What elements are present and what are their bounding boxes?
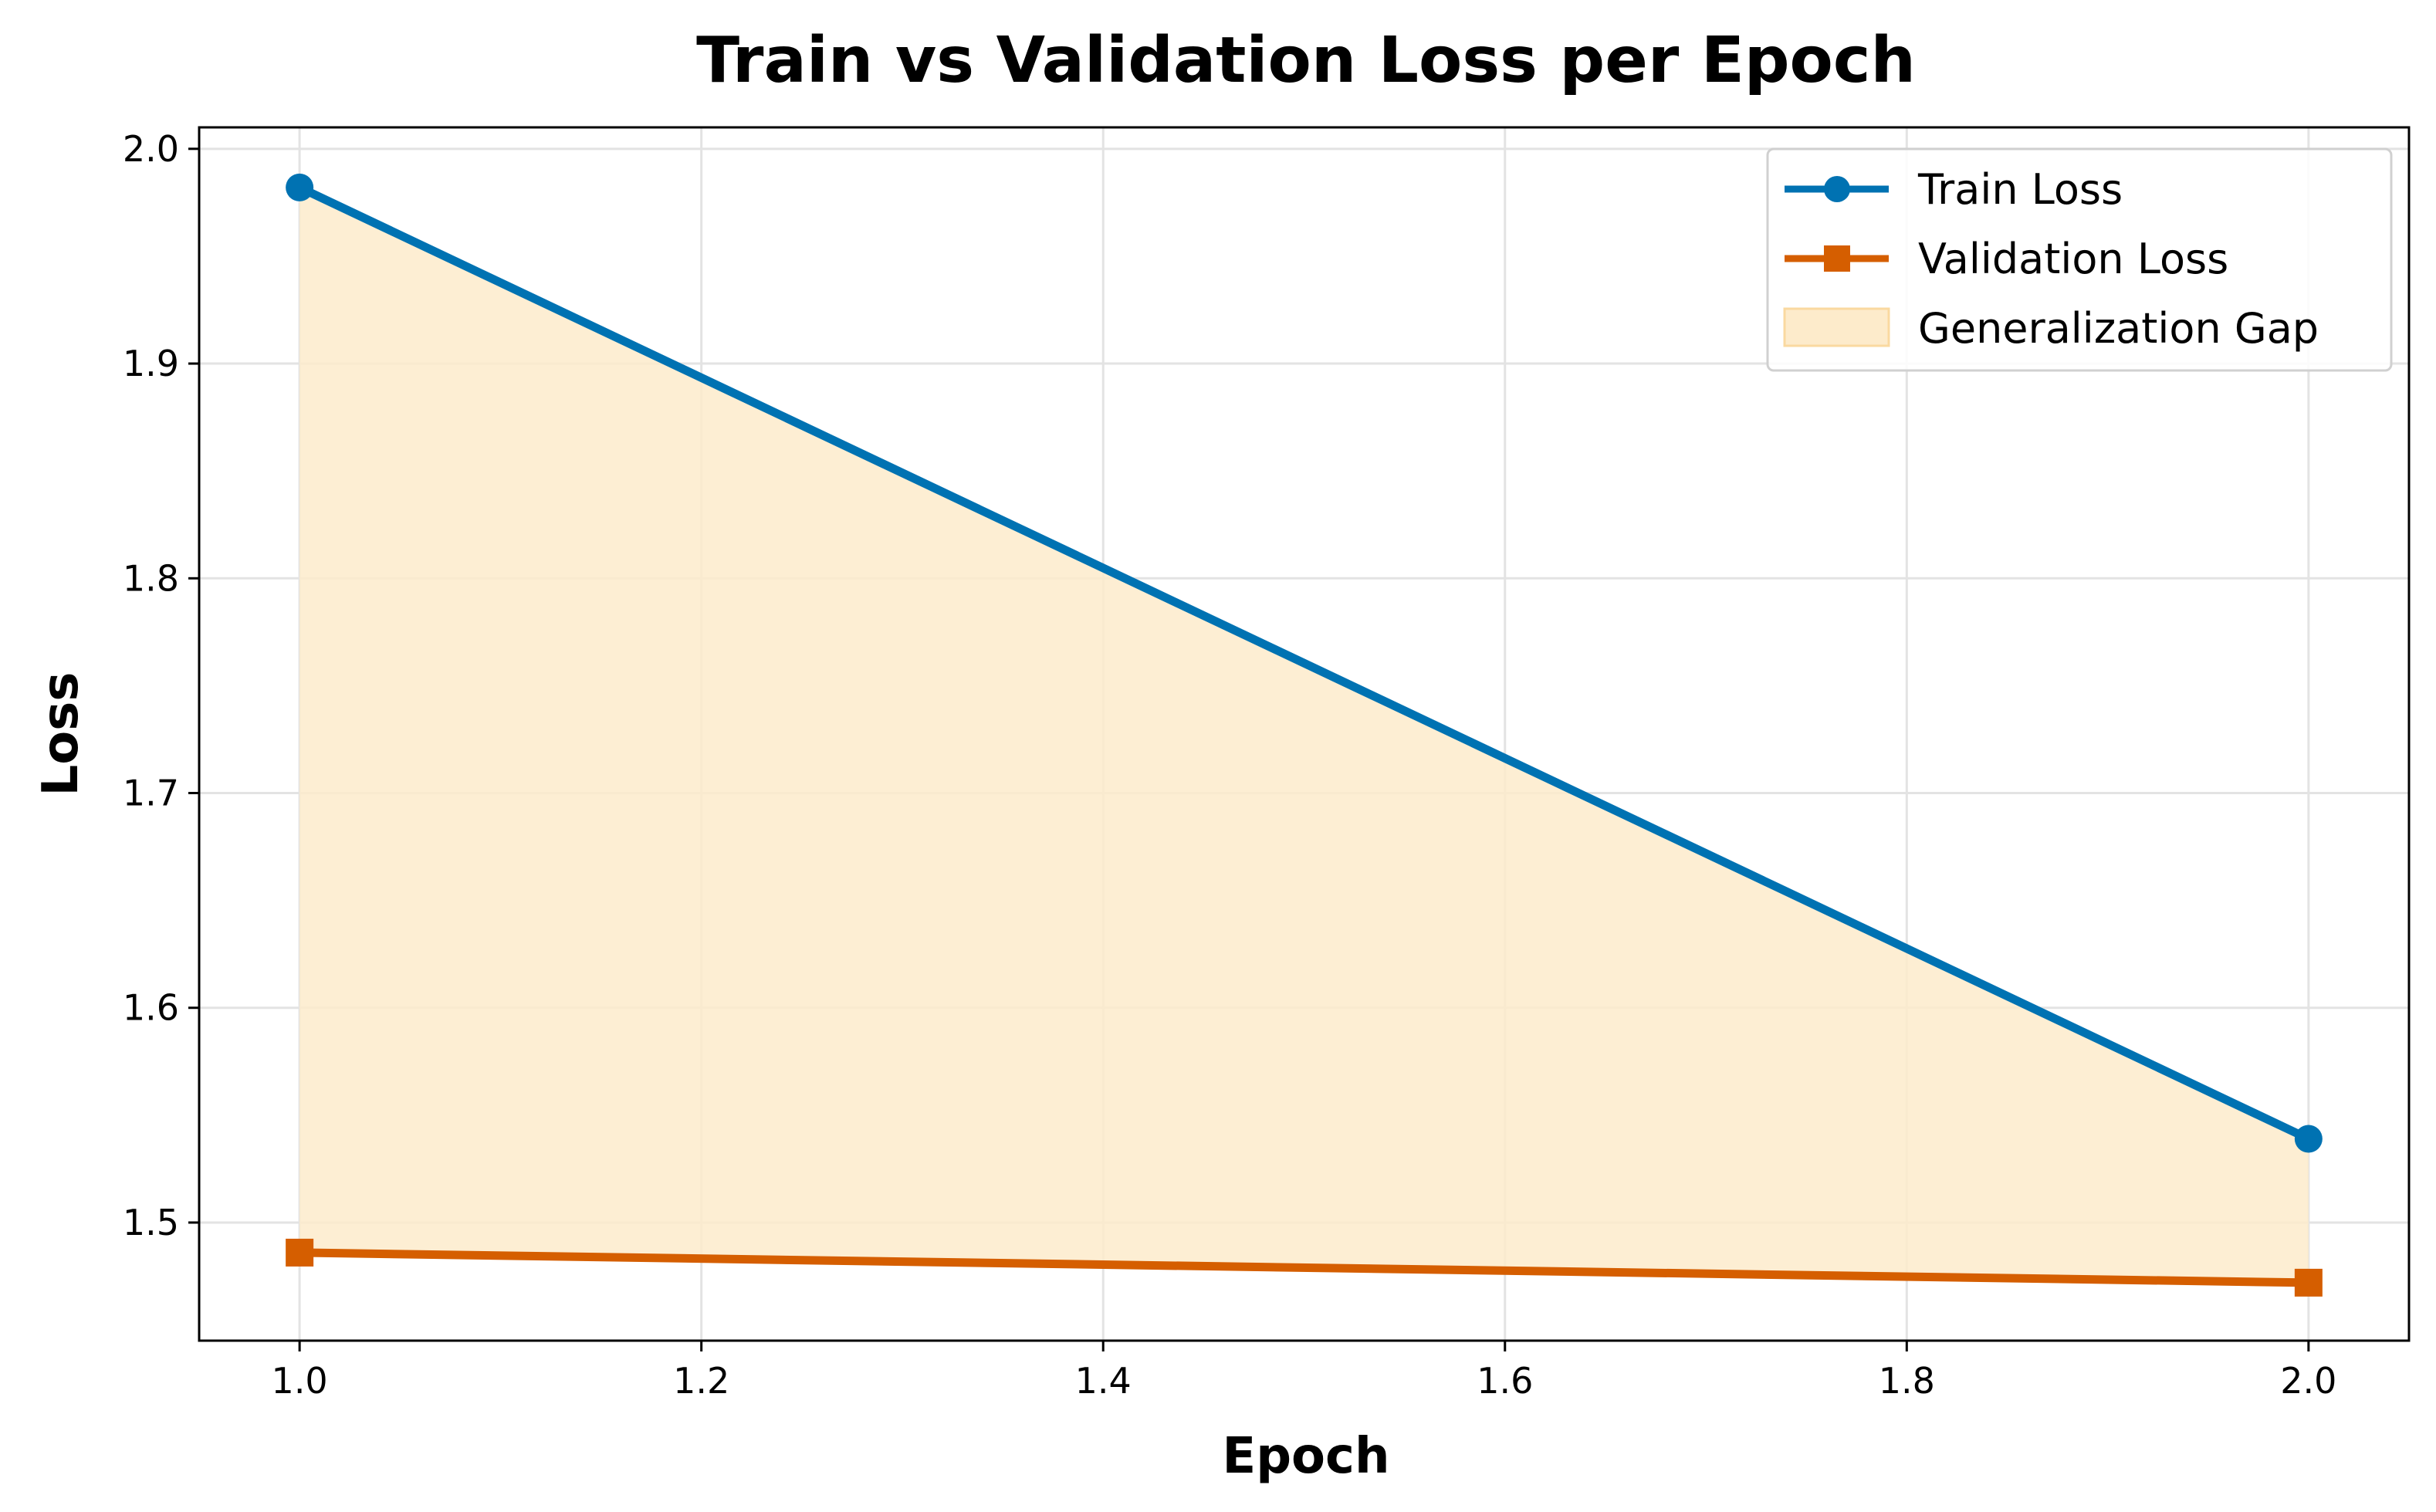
x-tick-label: 2.0 xyxy=(2280,1360,2336,1402)
legend-gap-label: Generalization Gap xyxy=(1918,304,2319,353)
y-tick-label: 2.0 xyxy=(123,128,179,170)
x-tick-label: 1.8 xyxy=(1879,1360,1935,1402)
y-tick-label: 1.7 xyxy=(123,773,179,814)
x-axis-label: Epoch xyxy=(1223,1428,1390,1485)
series-lines xyxy=(297,183,2311,1287)
y-axis-ticks: 1.5 1.6 1.7 1.8 1.9 2.0 xyxy=(123,128,199,1243)
y-tick-label: 1.9 xyxy=(123,343,179,384)
legend-box xyxy=(1766,147,2393,372)
legend-validation-label: Validation Loss xyxy=(1918,235,2228,283)
gap-fill-layer xyxy=(299,187,2309,1283)
plot-frame xyxy=(198,126,2411,1342)
x-axis-ticks: 1.0 1.2 1.4 1.6 1.8 2.0 xyxy=(272,1341,2336,1402)
y-tick-label: 1.5 xyxy=(123,1202,179,1243)
y-axis-label: Loss xyxy=(32,672,90,797)
chart-title: Train vs Validation Loss per Epoch xyxy=(696,24,1916,97)
legend-train-label: Train Loss xyxy=(1917,165,2123,214)
legend-validation-marker xyxy=(1824,245,1850,272)
validation-loss-line xyxy=(299,1248,2309,1287)
x-tick-label: 1.6 xyxy=(1477,1360,1533,1402)
y-tick-label: 1.8 xyxy=(123,557,179,599)
validation-loss-point xyxy=(2294,1268,2323,1297)
legend: Train Loss Validation Loss Generalizatio… xyxy=(1766,147,2393,372)
x-tick-label: 1.4 xyxy=(1075,1360,1132,1402)
train-loss-point xyxy=(2294,1125,2323,1153)
generalization-gap-area xyxy=(299,187,2309,1283)
legend-train-marker xyxy=(1824,176,1850,202)
x-tick-label: 1.2 xyxy=(673,1360,729,1402)
validation-loss-point xyxy=(286,1238,314,1267)
x-tick-label: 1.0 xyxy=(272,1360,328,1402)
legend-gap-swatch xyxy=(1783,307,1890,347)
y-tick-label: 1.6 xyxy=(123,987,179,1029)
train-loss-point xyxy=(286,173,314,201)
train-loss-line xyxy=(297,183,2311,1143)
series-markers xyxy=(286,173,2323,1297)
